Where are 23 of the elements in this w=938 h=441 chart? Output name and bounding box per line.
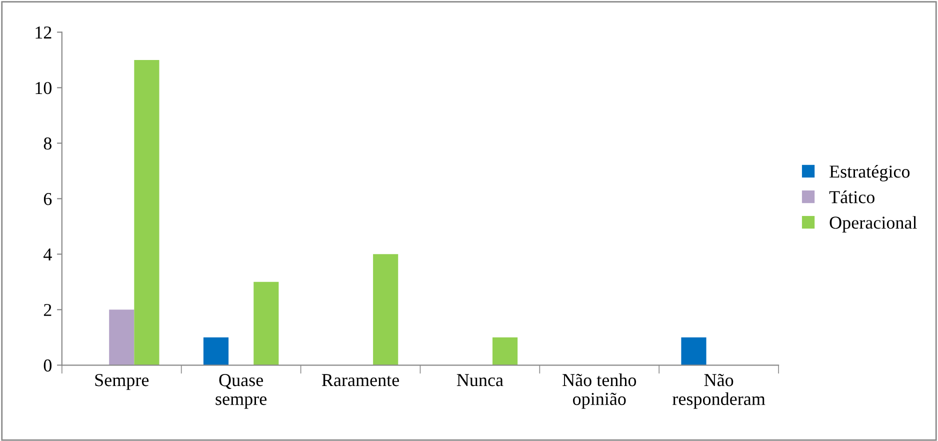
x-tick-label: Raramente — [322, 374, 399, 386]
x-tick-label: Nunca — [456, 374, 504, 386]
y-tick-label: 4 — [44, 248, 52, 260]
legend-label: Operacional — [830, 216, 917, 232]
bar — [492, 337, 518, 366]
bar — [203, 337, 229, 366]
x-tick-label: Não tenho opinião — [562, 373, 636, 409]
y-tick-label: 12 — [36, 26, 52, 38]
y-tick-label: 6 — [44, 192, 52, 206]
legend-label: Estratégico — [830, 164, 910, 182]
x-tick-label: Quase sempre — [216, 374, 267, 409]
bar — [373, 254, 398, 366]
bar — [109, 310, 134, 366]
y-tick-label: 0 — [44, 359, 52, 372]
bar — [134, 60, 160, 366]
y-tick-label: 10 — [36, 82, 52, 94]
legend-label: Tático — [829, 190, 874, 204]
bar — [254, 282, 279, 366]
y-tick-label: 8 — [44, 137, 52, 150]
bar — [681, 337, 706, 366]
x-tick-label: Não responderam — [672, 374, 766, 409]
y-tick-label: 2 — [44, 304, 52, 316]
x-tick-label: Sempre — [95, 374, 149, 390]
